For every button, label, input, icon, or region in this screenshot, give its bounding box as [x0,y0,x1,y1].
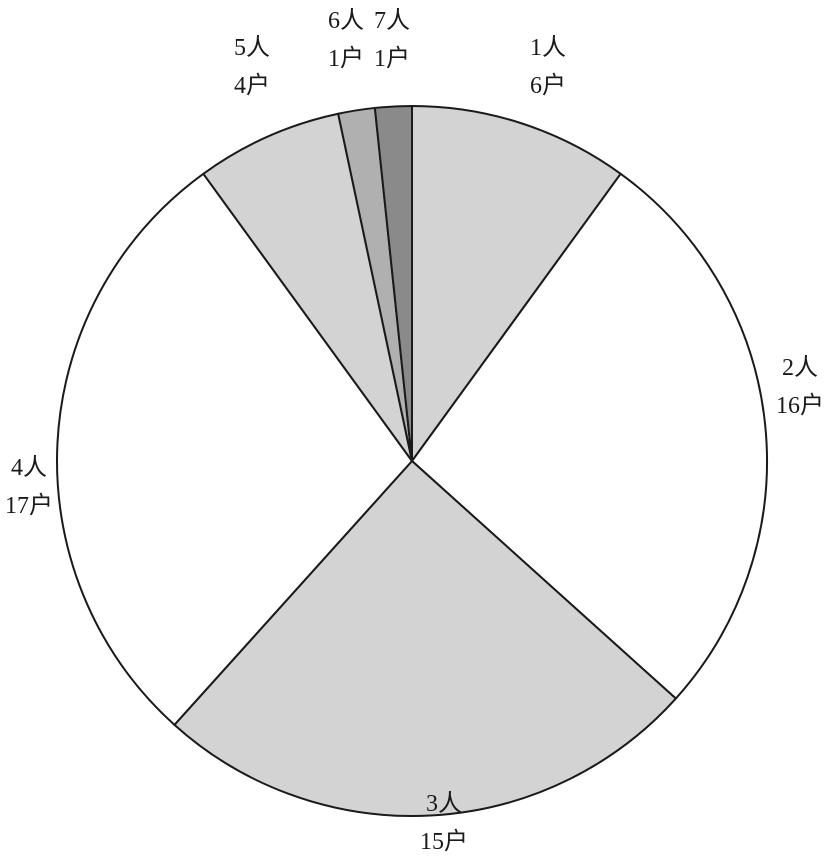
slice-value-label-5: 4户 [234,72,270,99]
slice-value-label-4: 17户 [5,492,53,519]
slice-category-label-7: 7人 [374,8,410,34]
slice-category-label-1: 1人 [530,35,566,61]
pie-slice-3 [173,460,677,817]
slice-value-label-7: 1户 [374,45,410,72]
pie-slice-1 [411,105,622,462]
pie-slices [56,104,768,817]
pie-slice-5 [202,112,413,462]
slice-value-label-2: 16户 [776,392,824,419]
slice-category-label-3: 3人 [426,791,462,817]
pie-slice-4 [56,172,413,726]
slice-category-label-5: 5人 [234,35,270,61]
slice-category-label-6: 6人 [328,8,364,34]
slice-value-label-3: 15户 [420,828,468,855]
slice-category-label-4: 4人 [11,455,47,481]
slice-value-label-1: 6户 [530,72,566,99]
pie-slice-2 [411,172,768,700]
slice-category-label-2: 2人 [782,355,818,381]
pie-slice-7 [373,104,413,462]
slice-value-label-6: 1户 [328,45,364,72]
pie-labels: 1人 6户 2人 16户 3人 15户 4人 17户 5人 4户 6人 1户 7人 1户 [5,8,824,855]
